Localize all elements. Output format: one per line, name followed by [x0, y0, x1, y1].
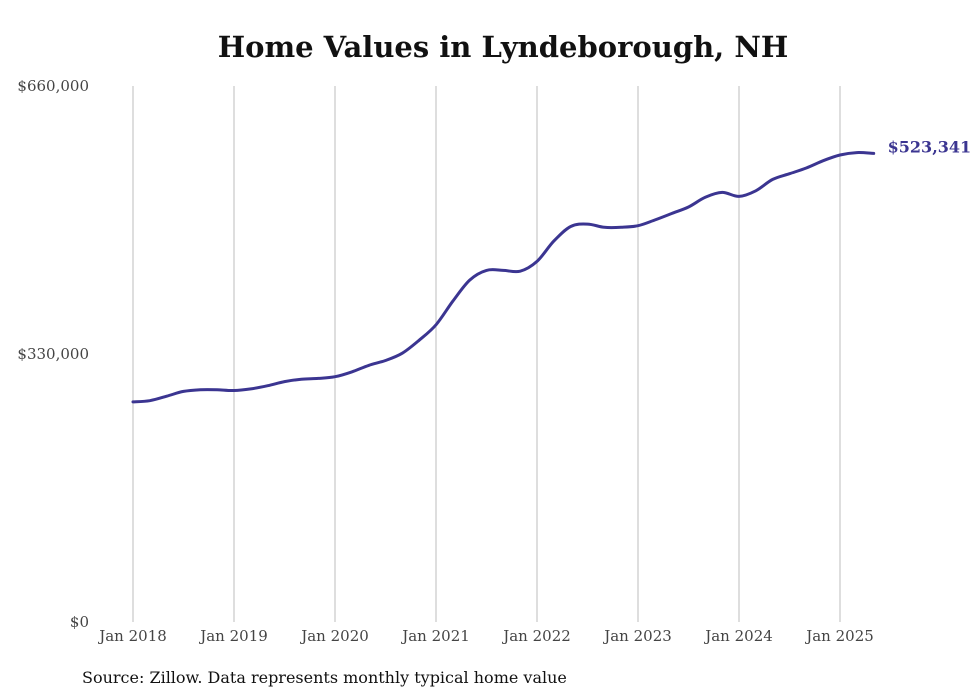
- x-tick-label: Jan 2018: [97, 627, 167, 645]
- series-line: [131, 151, 876, 404]
- x-axis-ticks: Jan 2018 Jan 2019 Jan 2020 Jan 2021 Jan 2022…: [97, 627, 874, 645]
- x-tick-label: Jan 2024: [703, 627, 773, 645]
- gridlines: [132, 86, 841, 622]
- end-value-label: $523,341: [888, 137, 972, 156]
- x-tick-label: Jan 2023: [602, 627, 672, 645]
- x-tick-label: Jan 2021: [400, 627, 470, 645]
- y-tick-label: $660,000: [17, 77, 89, 95]
- x-tick-label: Jan 2020: [299, 627, 369, 645]
- x-tick-label: Jan 2025: [804, 627, 874, 645]
- x-tick-label: Jan 2019: [198, 627, 268, 645]
- chart-title: Home Values in Lyndeborough, NH: [217, 30, 789, 64]
- y-tick-label: $0: [70, 613, 89, 631]
- y-tick-label: $330,000: [17, 345, 89, 363]
- y-axis-ticks: $0 $330,000 $660,000: [17, 77, 89, 631]
- x-tick-label: Jan 2022: [501, 627, 571, 645]
- source-note: Source: Zillow. Data represents monthly …: [82, 668, 567, 687]
